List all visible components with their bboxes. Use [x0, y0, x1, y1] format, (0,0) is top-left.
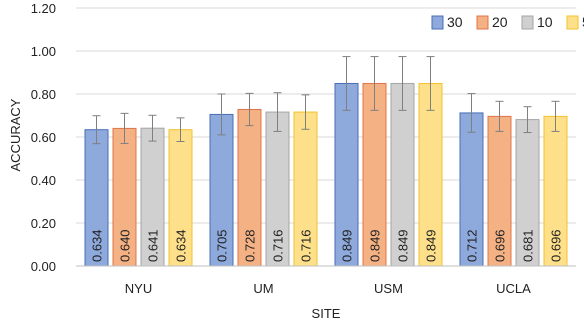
bars: 0.634 0.640 0.641 0.634 0.705 0.728 0.716 0.716… — [85, 57, 567, 266]
y-tick-label: 0.40 — [31, 173, 56, 188]
y-tick-label: 1.00 — [31, 44, 56, 59]
legend-label-20: 20 — [492, 14, 508, 30]
y-tick-label: 1.20 — [31, 1, 56, 16]
legend-swatch-5 — [567, 16, 578, 29]
y-tick-label: 0.20 — [31, 216, 56, 231]
y-tick-label: 0.80 — [31, 87, 56, 102]
x-axis-ticks: NYU UM USM UCLA — [125, 281, 531, 296]
x-tick-label: USM — [374, 281, 403, 296]
bar-value-label: 0.640 — [118, 229, 133, 262]
legend-label-10: 10 — [537, 14, 553, 30]
bar-value-label: 0.716 — [271, 229, 286, 262]
bar-value-label: 0.849 — [424, 229, 439, 262]
bar-value-label: 0.641 — [146, 229, 161, 262]
legend-swatch-20 — [477, 16, 488, 29]
y-tick-label: 0.00 — [31, 259, 56, 274]
bar-value-label: 0.849 — [396, 229, 411, 262]
legend-swatch-10 — [522, 16, 533, 29]
bar-value-label: 0.634 — [174, 229, 189, 262]
bar-value-label: 0.716 — [299, 229, 314, 262]
x-tick-label: NYU — [125, 281, 152, 296]
bar-value-label: 0.849 — [340, 229, 355, 262]
legend-label-30: 30 — [447, 14, 463, 30]
x-tick-label: UM — [253, 281, 273, 296]
bar-value-label: 0.696 — [549, 229, 564, 262]
bar-value-label: 0.681 — [521, 229, 536, 262]
y-axis-title: ACCURACY — [8, 98, 23, 171]
x-tick-label: UCLA — [496, 281, 531, 296]
legend-swatch-30 — [432, 16, 443, 29]
y-tick-label: 0.60 — [31, 130, 56, 145]
bar-value-label: 0.634 — [90, 229, 105, 262]
bar-value-label: 0.849 — [368, 229, 383, 262]
bar-value-label: 0.728 — [243, 229, 258, 262]
y-axis-ticks: 0.00 0.20 0.40 0.60 0.80 1.00 1.20 — [31, 1, 56, 274]
bar-value-label: 0.712 — [465, 229, 480, 262]
bar-value-label: 0.696 — [493, 229, 508, 262]
bar-value-label: 0.705 — [215, 229, 230, 262]
x-axis-title: SITE — [312, 306, 341, 321]
legend: 3020105 — [432, 14, 584, 30]
